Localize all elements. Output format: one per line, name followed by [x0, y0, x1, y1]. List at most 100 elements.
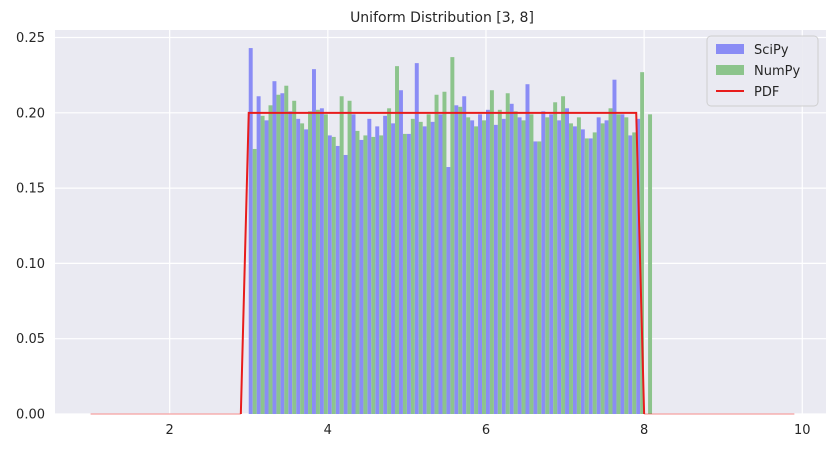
- bar-scipy: [256, 96, 261, 415]
- bar-numpy: [363, 135, 368, 415]
- bar-scipy: [628, 135, 633, 415]
- bar-scipy: [343, 154, 348, 415]
- bar-numpy: [371, 136, 376, 414]
- bar-numpy: [276, 94, 281, 415]
- bar-numpy: [584, 138, 589, 414]
- bar-numpy: [513, 111, 518, 414]
- y-tick-label: 0.10: [16, 257, 45, 272]
- bar-scipy: [367, 118, 372, 415]
- bar-numpy: [592, 132, 597, 414]
- bar-numpy: [355, 130, 360, 415]
- bar-scipy: [319, 108, 324, 415]
- y-tick-label: 0.25: [16, 31, 45, 46]
- bar-numpy: [600, 123, 605, 414]
- bar-scipy: [454, 105, 459, 414]
- bar-numpy: [418, 121, 423, 414]
- bar-numpy: [426, 114, 431, 415]
- x-tick-label: 8: [640, 423, 648, 438]
- bar-scipy: [288, 111, 293, 414]
- bar-numpy: [331, 136, 336, 414]
- legend-label-numpy: NumPy: [754, 64, 800, 79]
- bar-numpy: [521, 120, 526, 415]
- bar-numpy: [387, 108, 392, 415]
- x-tick-label: 6: [482, 423, 490, 438]
- bar-numpy: [410, 118, 415, 415]
- bar-scipy: [272, 81, 277, 414]
- legend-swatch-scipy: [716, 44, 744, 54]
- pdf-line: [239, 111, 646, 415]
- bar-scipy: [351, 114, 356, 415]
- bar-scipy: [557, 120, 562, 415]
- bar-scipy: [588, 138, 593, 414]
- bar-numpy: [640, 72, 645, 414]
- legend: SciPy NumPy PDF: [706, 35, 819, 107]
- bar-numpy: [576, 117, 581, 414]
- bar-numpy: [648, 114, 653, 415]
- bar-numpy: [608, 108, 613, 415]
- y-axis-ticks: 0.00 0.05 0.10 0.15 0.20 0.25: [16, 31, 45, 422]
- bar-scipy: [398, 90, 403, 414]
- legend-label-scipy: SciPy: [754, 43, 789, 58]
- bar-scipy: [462, 96, 467, 415]
- bar-numpy: [252, 148, 257, 414]
- bar-numpy: [323, 114, 328, 415]
- bar-numpy: [545, 117, 550, 414]
- chart-title: Uniform Distribution [3, 8]: [350, 10, 534, 26]
- histogram-bars: [248, 48, 653, 415]
- bar-numpy: [497, 109, 502, 414]
- bar-numpy: [505, 93, 510, 414]
- bar-numpy: [561, 96, 566, 415]
- bar-numpy: [308, 111, 312, 414]
- bar-numpy: [260, 115, 265, 414]
- bar-scipy: [517, 117, 522, 414]
- x-tick-label: 10: [794, 423, 811, 438]
- bar-scipy: [296, 118, 301, 415]
- bar-scipy: [636, 118, 641, 415]
- bar-scipy: [414, 63, 419, 414]
- bar-scipy: [470, 120, 475, 415]
- bar-scipy: [280, 93, 285, 414]
- bar-numpy: [529, 114, 534, 415]
- x-axis-ticks: 2 4 6 8 10: [166, 423, 811, 438]
- bar-scipy: [541, 111, 546, 414]
- bar-scipy: [327, 135, 332, 415]
- bar-numpy: [489, 90, 494, 414]
- bar-numpy: [553, 102, 558, 415]
- y-tick-label: 0.00: [16, 408, 45, 423]
- bar-numpy: [482, 120, 486, 415]
- bar-scipy: [422, 126, 427, 415]
- bar-scipy: [359, 139, 364, 414]
- y-tick-label: 0.05: [16, 332, 45, 347]
- bar-scipy: [485, 109, 490, 414]
- bar-scipy: [264, 120, 269, 415]
- pdf-line-group: [90, 111, 795, 415]
- bar-numpy: [347, 100, 352, 414]
- bar-scipy: [312, 69, 316, 414]
- legend-swatch-numpy: [716, 65, 744, 75]
- bar-numpy: [268, 105, 273, 414]
- bar-scipy: [580, 129, 585, 414]
- bar-scipy: [572, 126, 577, 415]
- bar-numpy: [458, 106, 463, 415]
- bar-scipy: [375, 126, 380, 415]
- bar-scipy: [493, 124, 498, 414]
- bar-numpy: [379, 135, 384, 415]
- bar-numpy: [284, 85, 289, 414]
- bar-numpy: [569, 123, 573, 414]
- bar-scipy: [612, 79, 617, 414]
- bar-scipy: [549, 114, 554, 415]
- bar-scipy: [478, 114, 483, 415]
- bar-numpy: [402, 133, 407, 414]
- bar-scipy: [446, 167, 451, 414]
- bar-numpy: [450, 57, 455, 414]
- bar-numpy: [466, 117, 471, 414]
- x-tick-label: 2: [166, 423, 174, 438]
- bar-scipy: [335, 145, 340, 414]
- bar-scipy: [391, 123, 396, 414]
- bar-numpy: [300, 123, 305, 414]
- bar-numpy: [292, 100, 297, 414]
- bar-scipy: [430, 121, 435, 414]
- bar-numpy: [339, 96, 344, 415]
- bar-scipy: [525, 84, 530, 414]
- bar-scipy: [604, 120, 609, 415]
